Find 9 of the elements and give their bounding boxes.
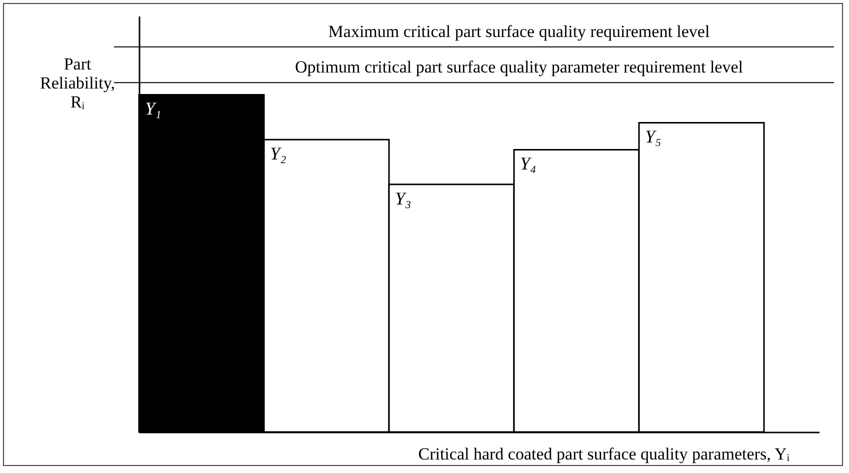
x-tick-label: Y₂: [270, 144, 286, 164]
ref-line-label: Optimum critical part surface quality parameter requirement level: [295, 58, 744, 77]
x-axis-title: Critical hard coated part surface quality parameters, Yᵢ: [418, 444, 790, 464]
x-tick-label: Y₄: [520, 154, 536, 174]
ref-line-label: Maximum critical part surface quality requirement level: [328, 22, 710, 41]
x-tick-label: Y₁: [145, 98, 162, 119]
x-tick-label: Y₅: [645, 126, 662, 147]
x-tick-label: Y₃: [395, 188, 412, 208]
y-axis-title: Part Reliability, Rᵢ: [40, 54, 115, 112]
